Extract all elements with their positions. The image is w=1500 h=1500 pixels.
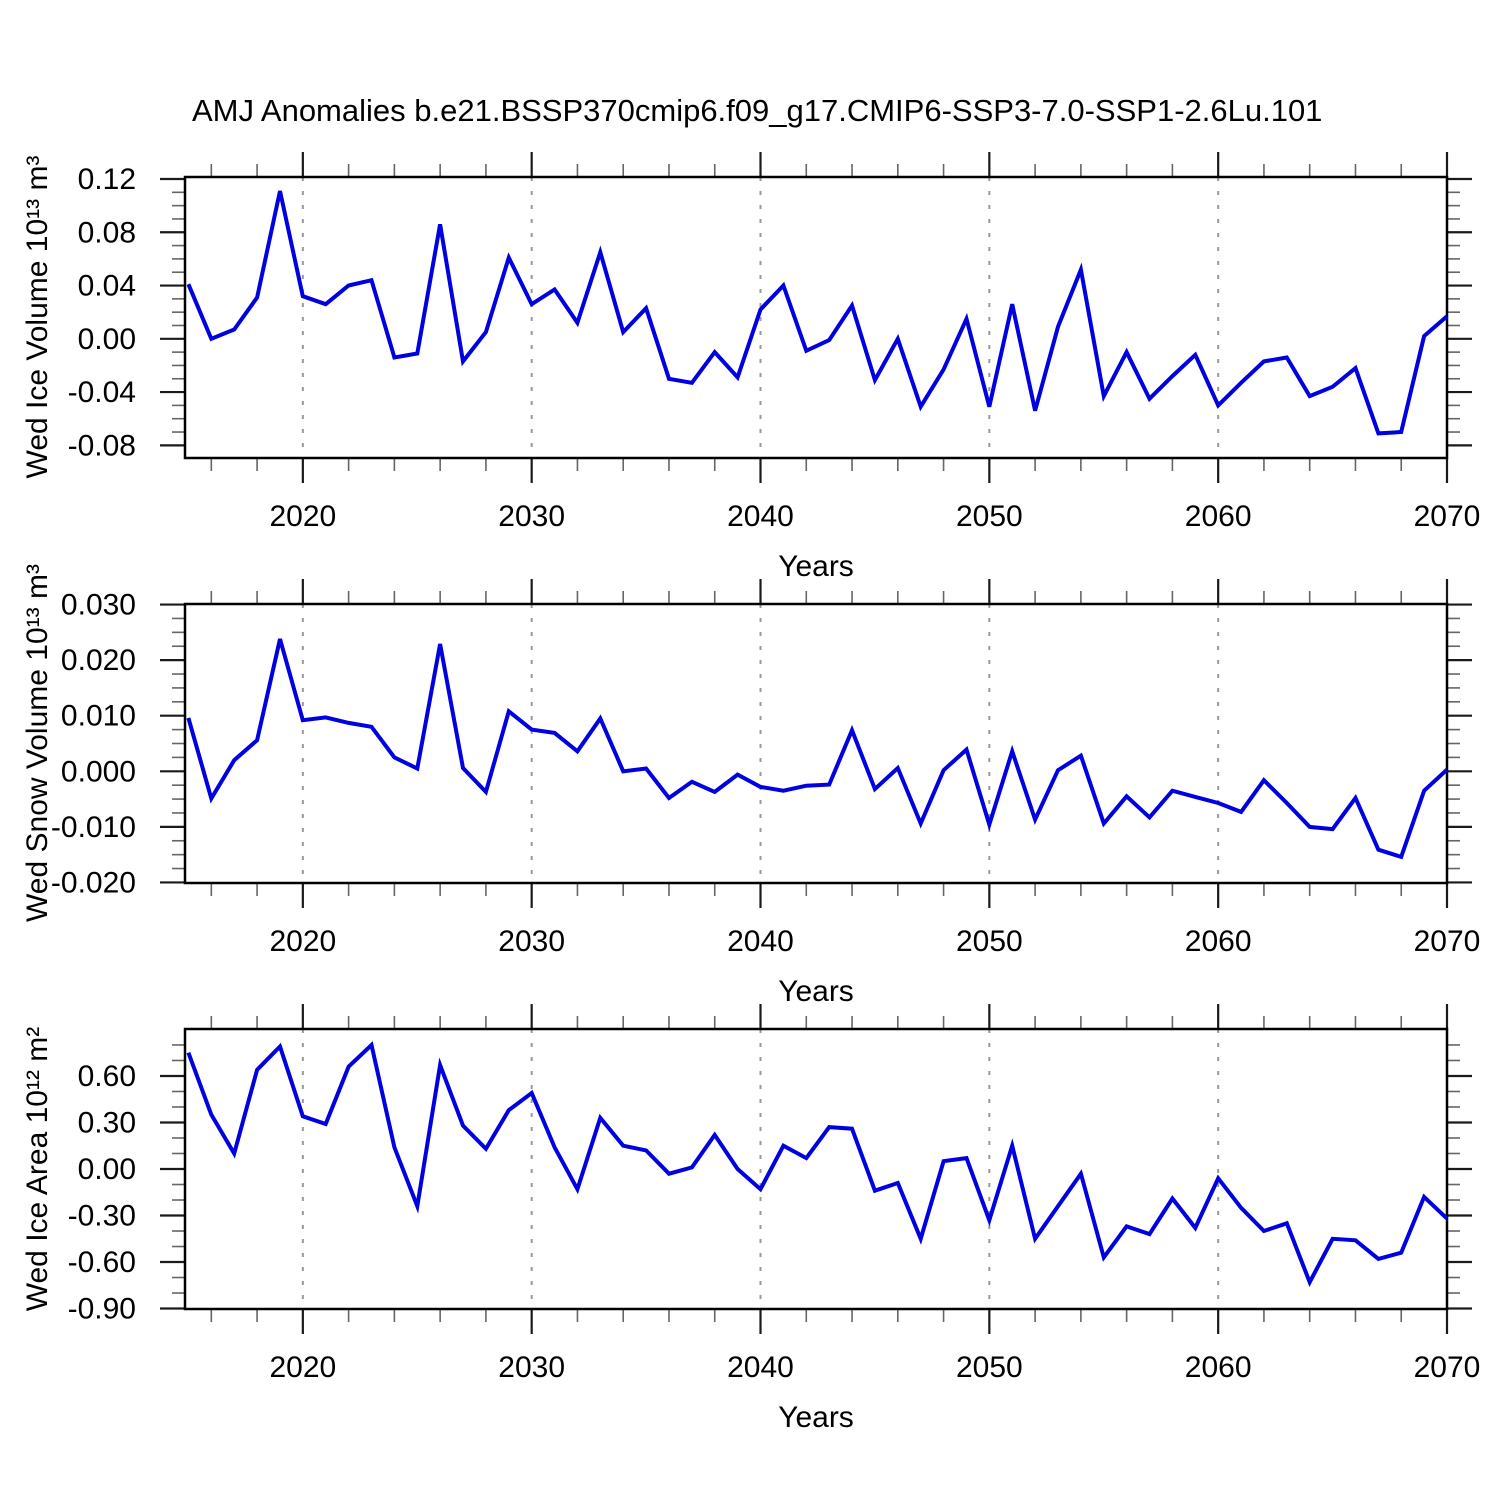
y-tick-label: -0.04 [68,376,136,409]
x-tick-label: 2040 [727,500,794,533]
y-tick-label: -0.60 [68,1246,136,1279]
x-tick-label: 2060 [1185,925,1252,958]
y-tick-label: 0.30 [78,1106,136,1139]
series-ice-volume [186,190,1449,436]
y-tick-label: -0.020 [51,866,136,899]
y-tick-label: -0.30 [68,1200,136,1233]
y-tick-label: -0.010 [51,811,136,844]
x-tick-label: 2040 [727,925,794,958]
x-tick-label: 2050 [956,1351,1023,1384]
x-tick-label: 2020 [269,1351,336,1384]
y-tick-label: 0.00 [78,323,136,356]
x-tick-label: 2030 [498,925,565,958]
x-tick-label: 2030 [498,500,565,533]
series-ice-area [186,1041,1449,1288]
x-tick-label: 2070 [1414,500,1481,533]
chart-title: AMJ Anomalies b.e21.BSSP370cmip6.f09_g17… [192,93,1323,128]
panel-ice-area: 2020 2030 2040 2050 2060 2070 0.60 0.30 0.00 -0.3… [68,1004,1481,1384]
y-tick-label: 0.020 [61,644,136,677]
y-tick-label: 0.60 [78,1060,136,1093]
x-tick-label: 2070 [1414,925,1481,958]
x-tick-label: 2050 [956,500,1023,533]
y-tick-label: -0.08 [68,429,136,462]
y-tick-label: 0.04 [78,270,136,303]
y-axis-label-ice-area: Wed Ice Area 10¹² m² [21,1026,54,1312]
x-tick-label: 2070 [1414,1351,1481,1384]
x-axis-label-panel-3: Years [778,1401,854,1434]
y-tick-label: 0.00 [78,1153,136,1186]
y-tick-label: 0.030 [61,589,136,622]
panel-ice-volume: 2020 2030 2040 2050 2060 2070 0.12 0.08 0.04 0.00… [68,152,1481,533]
x-axis-label-panel-1: Years [778,550,854,583]
y-tick-label: 0.000 [61,755,136,788]
y-tick-label: 0.010 [61,700,136,733]
y-axis-label-ice-volume: Wed Ice Volume 10¹³ m³ [21,155,54,479]
series-snow-volume [186,638,1449,860]
x-tick-label: 2060 [1185,500,1252,533]
plot-frame [183,175,1449,460]
x-axis-label-panel-2: Years [778,975,854,1008]
plot-frame [183,602,1449,885]
y-tick-label: 0.12 [78,163,136,196]
panel-snow-volume: 2020 2030 2040 2050 2060 2070 0.030 0.020 0.010 0… [51,579,1480,958]
y-axis-label-snow-volume: Wed Snow Volume 10¹³ m³ [21,564,54,922]
y-tick-label: -0.90 [68,1293,136,1326]
x-tick-label: 2060 [1185,1351,1252,1384]
x-tick-label: 2050 [956,925,1023,958]
plot-frame [183,1027,1449,1311]
x-tick-label: 2020 [269,925,336,958]
y-tick-label: 0.08 [78,216,136,249]
x-tick-label: 2020 [269,500,336,533]
x-tick-label: 2030 [498,1351,565,1384]
x-tick-label: 2040 [727,1351,794,1384]
